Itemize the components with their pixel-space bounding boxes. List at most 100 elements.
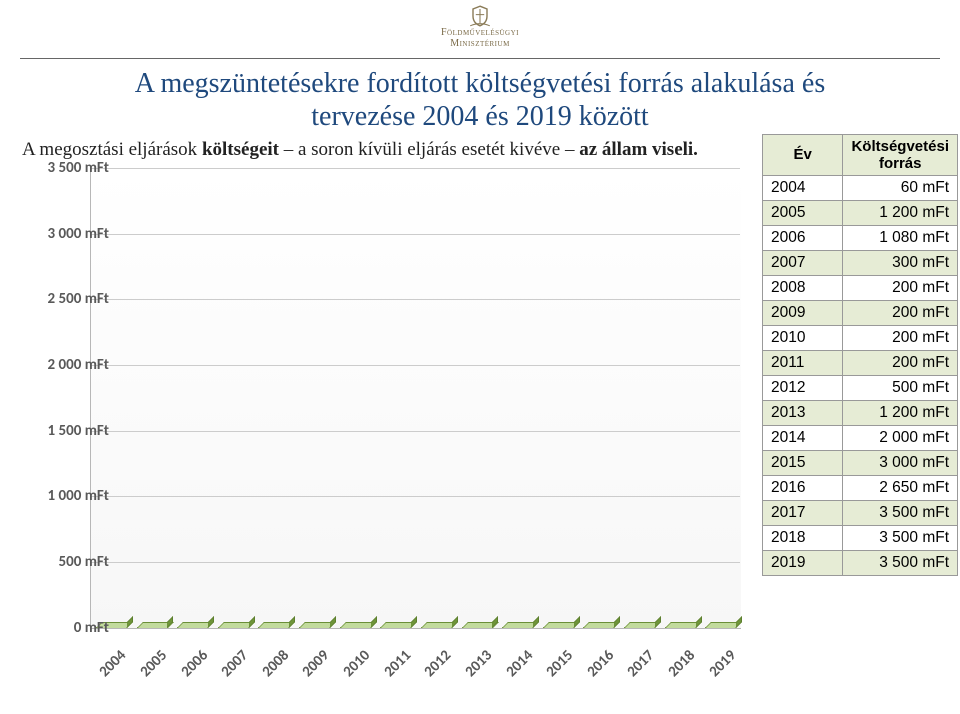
table-cell-year: 2011 — [763, 350, 843, 375]
table-row: 20162 650 mFt — [763, 475, 958, 500]
x-label: 2014 — [496, 628, 537, 688]
table-cell-value: 1 200 mFt — [843, 200, 958, 225]
x-label: 2004 — [90, 628, 131, 688]
table-cell-year: 2004 — [763, 175, 843, 200]
data-table: Év Költségvetési forrás 200460 mFt20051 … — [762, 134, 958, 576]
table-cell-value: 500 mFt — [843, 375, 958, 400]
x-label-text: 2010 — [340, 646, 374, 680]
subtitle-mid: – a soron kívüli eljárás esetét kivéve – — [279, 139, 579, 160]
plot-area — [90, 168, 741, 629]
subtitle-bold2: az állam viseli. — [579, 139, 698, 160]
gridline — [90, 365, 740, 366]
table-cell-value: 60 mFt — [843, 175, 958, 200]
table-header-value: Költségvetési forrás — [843, 134, 958, 175]
gridline — [90, 431, 740, 432]
gridline — [90, 496, 740, 497]
table-cell-value: 2 650 mFt — [843, 475, 958, 500]
table-row: 2007300 mFt — [763, 250, 958, 275]
table-cell-value: 200 mFt — [843, 275, 958, 300]
title-line2: tervezése 2004 és 2019 között — [50, 100, 910, 133]
table-cell-value: 3 000 mFt — [843, 450, 958, 475]
x-label-text: 2011 — [381, 646, 415, 680]
table-cell-year: 2005 — [763, 200, 843, 225]
table-row: 20131 200 mFt — [763, 400, 958, 425]
gridline — [90, 234, 740, 235]
table-row: 20061 080 mFt — [763, 225, 958, 250]
table-cell-year: 2013 — [763, 400, 843, 425]
table-cell-year: 2007 — [763, 250, 843, 275]
x-label: 2015 — [537, 628, 578, 688]
x-label: 2012 — [415, 628, 456, 688]
x-label-text: 2017 — [624, 646, 658, 680]
divider — [20, 58, 940, 59]
y-tick-label: 500 mFt — [29, 553, 109, 571]
x-label: 2019 — [699, 628, 740, 688]
y-tick-label: 1 000 mFt — [29, 487, 109, 505]
table-row: 20051 200 mFt — [763, 200, 958, 225]
table-cell-year: 2014 — [763, 425, 843, 450]
table-cell-value: 300 mFt — [843, 250, 958, 275]
title-block: A megszüntetésekre fordított költségveté… — [0, 67, 960, 135]
x-label-text: 2004 — [96, 646, 130, 680]
x-label: 2005 — [131, 628, 172, 688]
x-label-text: 2018 — [665, 646, 699, 680]
x-label: 2016 — [578, 628, 619, 688]
gridline — [90, 168, 740, 169]
table-cell-year: 2015 — [763, 450, 843, 475]
table-cell-value: 3 500 mFt — [843, 500, 958, 525]
y-tick-label: 3 500 mFt — [29, 159, 109, 177]
table-row: 200460 mFt — [763, 175, 958, 200]
table-row: 2009200 mFt — [763, 300, 958, 325]
x-label: 2007 — [212, 628, 253, 688]
table-cell-year: 2017 — [763, 500, 843, 525]
x-label-text: 2005 — [137, 646, 171, 680]
crest-icon — [466, 4, 494, 28]
table-row: 20173 500 mFt — [763, 500, 958, 525]
table-header-year: Év — [763, 134, 843, 175]
y-tick-label: 3 000 mFt — [29, 225, 109, 243]
bar-side — [736, 616, 742, 628]
subtitle-pre: A megosztási eljárások — [22, 139, 202, 160]
x-label: 2009 — [293, 628, 334, 688]
y-tick-label: 2 500 mFt — [29, 290, 109, 308]
x-labels: 2004200520062007200820092010201120122013… — [90, 628, 740, 688]
table-row: 2008200 mFt — [763, 275, 958, 300]
table-cell-value: 200 mFt — [843, 350, 958, 375]
table-cell-year: 2009 — [763, 300, 843, 325]
logo-block: Földművelésügyi Minisztérium — [441, 4, 519, 49]
ministry-line1: Földművelésügyi — [441, 27, 519, 38]
gridline — [90, 299, 740, 300]
ministry-line2: Minisztérium — [450, 38, 510, 49]
table-row: 2012500 mFt — [763, 375, 958, 400]
header: Földművelésügyi Minisztérium — [0, 0, 960, 56]
table-cell-value: 3 500 mFt — [843, 525, 958, 550]
table-cell-year: 2018 — [763, 525, 843, 550]
ministry-name: Földművelésügyi Minisztérium — [441, 28, 519, 49]
table-cell-value: 2 000 mFt — [843, 425, 958, 450]
title-line1: A megszüntetésekre fordított költségveté… — [50, 67, 910, 100]
x-label-text: 2013 — [462, 646, 496, 680]
table-cell-value: 200 mFt — [843, 325, 958, 350]
gridline — [90, 562, 740, 563]
table-row: 20153 000 mFt — [763, 450, 958, 475]
table-cell-year: 2019 — [763, 550, 843, 575]
x-label: 2018 — [659, 628, 700, 688]
bars-container — [91, 168, 741, 628]
x-label: 2011 — [374, 628, 415, 688]
x-label: 2017 — [618, 628, 659, 688]
x-label: 2006 — [171, 628, 212, 688]
table-body: 200460 mFt20051 200 mFt20061 080 mFt2007… — [763, 175, 958, 575]
table-row: 2010200 mFt — [763, 325, 958, 350]
subtitle-bold1: költségeit — [202, 139, 279, 160]
x-label-text: 2019 — [706, 646, 740, 680]
slide-page: Földművelésügyi Minisztérium A megszünte… — [0, 0, 960, 714]
x-label-text: 2016 — [584, 646, 618, 680]
table-row: 2011200 mFt — [763, 350, 958, 375]
bar-chart: 0 mFt500 mFt1 000 mFt1 500 mFt2 000 mFt2… — [0, 162, 765, 692]
y-tick-label: 2 000 mFt — [29, 356, 109, 374]
table-cell-value: 3 500 mFt — [843, 550, 958, 575]
x-label-text: 2009 — [299, 646, 333, 680]
x-label: 2010 — [334, 628, 375, 688]
x-label-text: 2006 — [177, 646, 211, 680]
x-label: 2008 — [253, 628, 294, 688]
